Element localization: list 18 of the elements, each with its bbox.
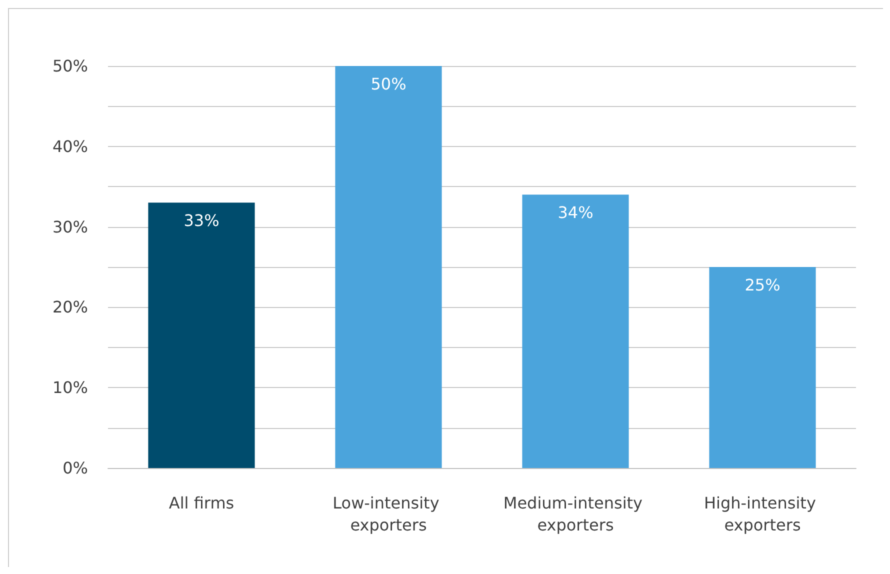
x-tick-label: Low-intensity exporters [332,494,444,534]
y-tick-label: 30% [52,217,88,236]
y-tick-label: 20% [52,298,88,317]
y-tick-label: 50% [52,56,88,76]
x-tick-label: Medium-intensity exporters [503,494,648,534]
data-label: 25% [744,276,780,294]
bar [148,202,255,468]
data-label: 34% [558,203,594,222]
y-tick-label: 10% [52,378,88,398]
x-tick-label: All firms [168,494,234,512]
y-tick-label: 40% [52,136,88,156]
y-tick-label: 0% [62,458,88,478]
x-tick-label: High-intensity exporters [704,494,821,534]
bar [709,267,816,468]
data-label: 50% [370,74,406,94]
bar [335,66,442,468]
data-label: 33% [184,211,220,230]
bar [522,194,629,468]
